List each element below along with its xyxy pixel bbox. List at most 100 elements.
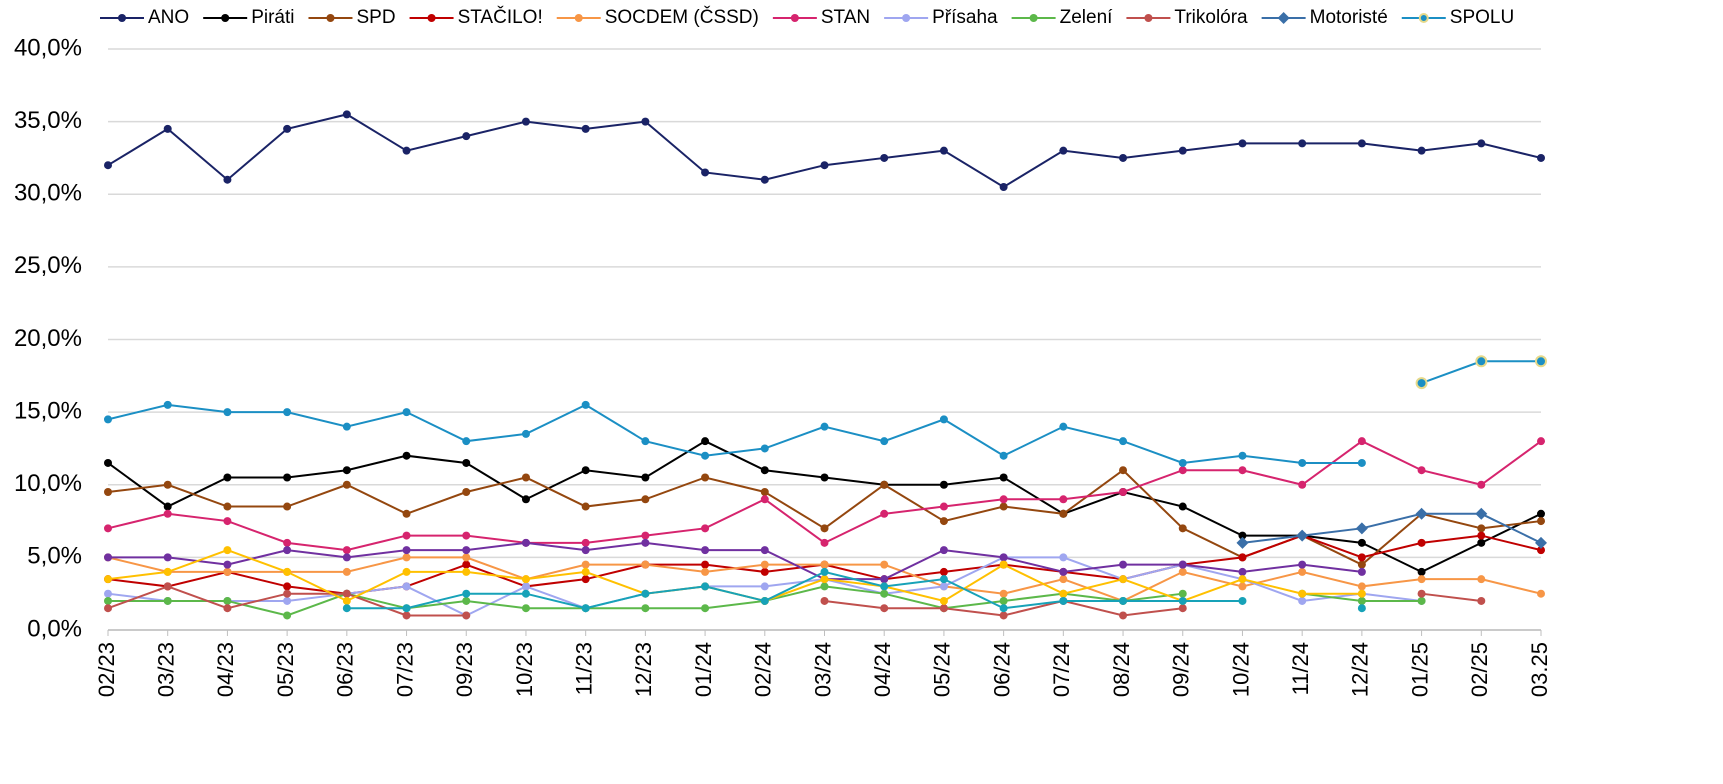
marker: [104, 415, 112, 424]
y-tick-label: 25,0%: [14, 252, 82, 279]
marker: [462, 458, 471, 467]
legend-marker: [326, 14, 335, 22]
marker: [223, 596, 232, 605]
marker: [1119, 596, 1128, 605]
series-line: [1242, 512, 1542, 544]
marker: [521, 582, 530, 591]
marker: [521, 473, 530, 482]
marker: [1178, 604, 1187, 613]
marker: [1535, 355, 1547, 368]
marker: [581, 567, 590, 576]
marker: [1178, 567, 1187, 576]
marker: [283, 567, 292, 576]
marker: [581, 575, 590, 584]
marker: [1298, 480, 1307, 489]
marker: [760, 582, 769, 591]
marker: [342, 546, 351, 555]
x-tick-label: 03/24: [810, 642, 835, 697]
marker: [402, 546, 411, 555]
marker: [581, 124, 590, 133]
marker: [1298, 567, 1307, 576]
marker: [1119, 437, 1128, 446]
marker: [1178, 466, 1187, 475]
marker: [1298, 560, 1307, 569]
marker: [462, 531, 471, 540]
marker: [581, 546, 590, 555]
marker: [1298, 589, 1307, 598]
marker: [999, 596, 1008, 605]
marker: [641, 560, 650, 569]
marker: [462, 611, 471, 620]
x-tick-label: 10/23: [512, 642, 537, 697]
x-tick-label: 12/24: [1348, 642, 1373, 697]
marker: [641, 531, 650, 540]
marker: [283, 502, 292, 511]
marker: [342, 422, 351, 431]
marker: [283, 473, 292, 482]
marker: [1357, 582, 1366, 591]
marker: [1537, 589, 1545, 598]
marker: [163, 596, 172, 605]
marker: [402, 611, 411, 620]
marker: [701, 524, 710, 533]
marker: [760, 495, 769, 504]
marker: [223, 517, 232, 526]
x-tick-label: 11/24: [1288, 642, 1313, 695]
x-tick-label: 06/24: [989, 642, 1014, 697]
marker: [104, 458, 112, 467]
marker: [701, 473, 710, 482]
marker: [999, 553, 1008, 562]
marker: [223, 408, 232, 417]
marker: [163, 502, 172, 511]
x-tick-label: 09/23: [452, 642, 477, 697]
marker: [1236, 536, 1249, 549]
marker: [1357, 437, 1366, 446]
marker: [999, 451, 1008, 460]
marker: [402, 509, 411, 518]
marker: [342, 567, 351, 576]
marker: [104, 575, 112, 584]
x-tick-label: 03.25: [1527, 642, 1552, 697]
marker: [462, 553, 471, 562]
marker: [581, 502, 590, 511]
marker: [1238, 531, 1247, 540]
marker: [939, 575, 948, 584]
marker: [104, 604, 112, 613]
marker: [939, 546, 948, 555]
marker: [1477, 531, 1486, 540]
x-tick-label: 10/24: [1228, 642, 1253, 697]
marker: [283, 408, 292, 417]
marker: [1357, 596, 1366, 605]
marker: [1059, 575, 1068, 584]
marker: [223, 473, 232, 482]
marker: [402, 146, 411, 155]
marker: [1059, 422, 1068, 431]
marker: [223, 502, 232, 511]
x-tick-label: 05/24: [930, 642, 955, 697]
marker: [1475, 355, 1488, 368]
marker: [1477, 538, 1486, 547]
marker: [1415, 377, 1428, 390]
marker: [1357, 139, 1366, 148]
marker: [999, 495, 1008, 504]
marker: [760, 466, 769, 475]
marker: [641, 604, 650, 613]
x-tick-label: 06/23: [333, 642, 358, 697]
marker: [1119, 575, 1128, 584]
marker: [641, 437, 650, 446]
marker: [1417, 146, 1426, 155]
marker: [1178, 524, 1187, 533]
marker: [1119, 488, 1128, 497]
marker: [1535, 536, 1547, 549]
marker: [820, 473, 829, 482]
marker: [1475, 507, 1488, 520]
marker: [641, 589, 650, 598]
marker: [999, 473, 1008, 482]
marker: [581, 604, 590, 613]
marker: [1238, 567, 1247, 576]
x-tick-label: 04/23: [213, 642, 238, 697]
marker: [163, 567, 172, 576]
x-tick-label: 01/25: [1407, 642, 1432, 697]
marker: [999, 502, 1008, 511]
